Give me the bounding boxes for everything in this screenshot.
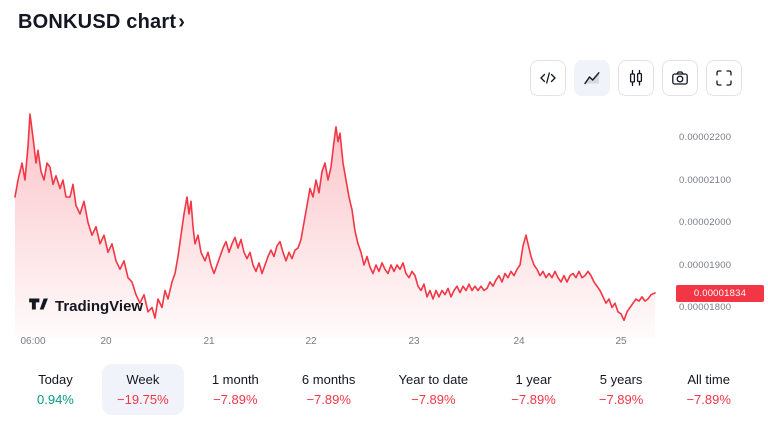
range-change-value: −7.89% — [511, 392, 556, 407]
range-label: 6 months — [301, 372, 356, 387]
range-label: 1 year — [515, 372, 552, 387]
x-axis-label: 06:00 — [20, 336, 46, 347]
last-price-badge: 0.00001834 — [676, 285, 764, 302]
range-label: Year to date — [398, 372, 469, 387]
range-tab-1-month[interactable]: 1 month −7.89% — [197, 364, 274, 415]
x-axis-label: 23 — [408, 336, 420, 347]
x-axis-label: 25 — [615, 336, 627, 347]
x-axis-label: 21 — [203, 336, 215, 347]
range-tab-today[interactable]: Today 0.94% — [22, 364, 89, 415]
x-axis-label: 20 — [100, 336, 112, 347]
area-chart-icon — [582, 68, 602, 88]
x-axis-label: 22 — [305, 336, 317, 347]
tradingview-attribution[interactable]: TradingView — [26, 293, 143, 320]
y-axis-label: 0.00002100 — [679, 175, 732, 186]
range-tab-6-months[interactable]: 6 months −7.89% — [287, 364, 370, 415]
chevron-right-icon: › — [178, 11, 186, 33]
y-axis-label: 0.00002200 — [679, 132, 732, 143]
range-tab-week[interactable]: Week −19.75% — [102, 364, 184, 415]
fullscreen-icon — [714, 68, 734, 88]
code-button[interactable] — [530, 60, 566, 96]
y-axis-label: 0.00001900 — [679, 260, 732, 271]
range-tab-year-to-date[interactable]: Year to date −7.89% — [384, 364, 484, 415]
range-change-value: −7.89% — [306, 392, 351, 407]
area-chart-button[interactable] — [574, 60, 610, 96]
range-label: 1 month — [211, 372, 259, 387]
range-label: 5 years — [599, 372, 643, 387]
range-change-value: −19.75% — [117, 392, 169, 407]
range-tab-all-time[interactable]: All time −7.89% — [671, 364, 745, 415]
range-selector: Today 0.94% Week −19.75% 1 month −7.89% 6 mont… — [22, 364, 746, 415]
range-change-value: 0.94% — [37, 392, 74, 407]
fullscreen-button[interactable] — [706, 60, 742, 96]
range-change-value: −7.89% — [686, 392, 731, 407]
camera-icon — [670, 68, 690, 88]
range-label: All time — [687, 372, 730, 387]
range-label: Week — [126, 372, 160, 387]
code-icon — [538, 68, 558, 88]
range-change-value: −7.89% — [411, 392, 456, 407]
y-axis-label: 0.00002000 — [679, 217, 732, 228]
y-axis-label: 0.00001800 — [679, 302, 732, 313]
symbol-title: BONKUSD chart — [18, 11, 177, 33]
range-tab-1-year[interactable]: 1 year −7.89% — [496, 364, 570, 415]
chart-toolbar — [530, 60, 742, 96]
candles-button[interactable] — [618, 60, 654, 96]
tradingview-wordmark: TradingView — [55, 298, 144, 315]
range-change-value: −7.89% — [598, 392, 644, 407]
range-change-value: −7.89% — [213, 392, 258, 407]
range-tab-5-years[interactable]: 5 years −7.89% — [584, 364, 658, 415]
tradingview-logo-icon — [26, 293, 48, 320]
page-title[interactable]: BONKUSD chart › — [18, 11, 185, 34]
price-line — [14, 113, 656, 322]
screenshot-button[interactable] — [662, 60, 698, 96]
range-label: Today — [38, 372, 73, 387]
x-axis-label: 24 — [513, 336, 525, 347]
candles-icon — [626, 68, 646, 88]
